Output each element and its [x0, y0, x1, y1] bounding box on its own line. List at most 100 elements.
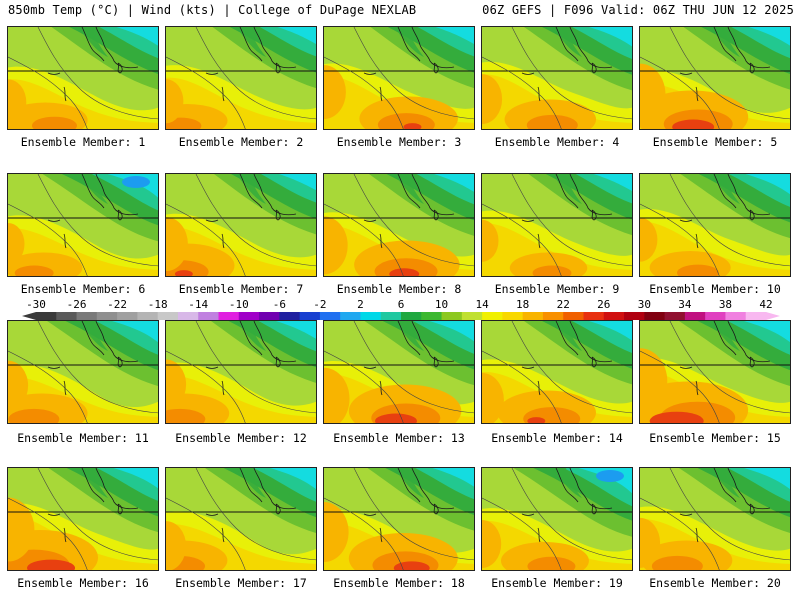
- colorbar-band: [96, 312, 118, 320]
- ensemble-member-label: Ensemble Member: 3: [336, 135, 462, 149]
- colorbar-band: [56, 312, 78, 320]
- ensemble-member-label: Ensemble Member: 7: [178, 282, 304, 296]
- colorbar-tick-label: 6: [398, 298, 405, 311]
- ensemble-map-panel: [323, 26, 475, 130]
- ensemble-map-panel: [7, 173, 159, 277]
- ensemble-map-panel: [639, 467, 791, 571]
- isotherm-contour: [37, 321, 158, 414]
- west-warm-area: [482, 219, 499, 262]
- cool-band-cyan: [277, 27, 316, 44]
- isotherm-contour: [669, 321, 790, 414]
- ensemble-map-panel: [481, 320, 633, 424]
- west-warm-area: [324, 216, 348, 275]
- isotherm-contour: [195, 27, 316, 120]
- coastline: [239, 174, 263, 209]
- temperature-field-map: [324, 321, 474, 423]
- lake-outline: [749, 356, 755, 368]
- colorbar-tick-label: 14: [475, 298, 489, 311]
- colorbar-tick-label: -14: [188, 298, 208, 311]
- ensemble-member-label: Ensemble Member: 14: [491, 431, 623, 445]
- colorbar-band: [360, 312, 382, 320]
- ensemble-map-panel: [7, 467, 159, 571]
- cool-band-cyan: [593, 174, 632, 191]
- isotherm-contour: [669, 27, 790, 120]
- ensemble-member-label: Ensemble Member: 2: [178, 135, 304, 149]
- colorbar-band: [36, 312, 57, 320]
- colorbar-tick-label: 42: [759, 298, 772, 311]
- colorbar-band: [745, 312, 767, 320]
- west-warm-area: [166, 359, 187, 410]
- temperature-field-map: [324, 27, 474, 129]
- ensemble-member-label: Ensemble Member: 11: [17, 431, 149, 445]
- lake-outline: [117, 209, 123, 221]
- colorbar-min-arrow: [22, 312, 36, 320]
- colorbar-band: [644, 312, 666, 320]
- isotherm-contour: [353, 27, 474, 120]
- cool-band-cyan: [270, 468, 316, 490]
- west-warm-area: [640, 63, 666, 126]
- chart-title: 850mb Temp (°C) | Wind (kts) | College o…: [8, 3, 417, 17]
- cool-band-cyan: [113, 468, 158, 489]
- isotherm-contour: [511, 174, 632, 267]
- isotherm-contour-west: [640, 497, 720, 570]
- cool-band-cyan: [116, 27, 158, 46]
- colorbar-band: [522, 312, 544, 320]
- temperature-field-map: [166, 174, 316, 276]
- cool-band-cyan: [744, 321, 790, 343]
- west-warm-area: [324, 65, 346, 120]
- isotherm-contour: [669, 468, 790, 561]
- temperature-field-map: [482, 27, 632, 129]
- isotherm-contour: [669, 174, 790, 267]
- colorbar-tick-label: 34: [678, 298, 692, 311]
- ensemble-map-panel: [323, 320, 475, 424]
- hot-area-red: [374, 413, 417, 423]
- ensemble-member-label: Ensemble Member: 5: [652, 135, 778, 149]
- lake-outline: [433, 62, 439, 74]
- coastline-inner: [727, 321, 771, 363]
- colorbar-band: [542, 312, 564, 320]
- west-warm-area: [482, 74, 503, 125]
- hot-area-red: [389, 268, 420, 276]
- ensemble-map-panel: [481, 26, 633, 130]
- hot-area-dark-orange: [374, 258, 438, 276]
- coastline-inner: [95, 174, 139, 216]
- model-run-info: 06Z GEFS | F096 Valid: 06Z THU JUN 12 20…: [482, 3, 794, 17]
- coastline-inner: [727, 27, 771, 69]
- coastline-inner: [569, 321, 613, 363]
- west-warm-area: [8, 79, 27, 126]
- coastline-inner: [411, 468, 455, 510]
- hot-area-dark-orange: [8, 408, 60, 423]
- ensemble-member-label: Ensemble Member: 13: [333, 431, 465, 445]
- cool-band-cyan: [432, 468, 474, 487]
- isotherm-contour-west: [166, 203, 246, 276]
- ensemble-map-panel: [165, 26, 317, 130]
- cold-core-blue: [596, 470, 624, 482]
- coastline: [555, 174, 579, 209]
- isotherm-contour: [195, 174, 316, 267]
- west-warm-area: [8, 360, 29, 411]
- colorbar-tick-label: 10: [435, 298, 448, 311]
- isotherm-contour: [37, 174, 158, 267]
- west-warm-area: [640, 517, 661, 568]
- colorbar-band: [401, 312, 422, 320]
- coastline-inner: [411, 174, 455, 216]
- colorbar-tick-label: -26: [67, 298, 87, 311]
- isotherm-contour: [37, 468, 158, 561]
- colorbar-band: [238, 312, 260, 320]
- coastline: [713, 174, 737, 209]
- temperature-field-map: [8, 174, 158, 276]
- isotherm-contour-west: [324, 497, 404, 570]
- lake-outline: [591, 503, 597, 515]
- ensemble-map-panel: [7, 320, 159, 424]
- hot-area-dark-orange: [527, 556, 576, 570]
- temperature-field-map: [324, 468, 474, 570]
- lake-outline: [433, 209, 439, 221]
- temperature-field-map: [166, 27, 316, 129]
- colorbar-tick-label: 22: [557, 298, 570, 311]
- coastline: [397, 174, 421, 209]
- colorbar-band: [624, 312, 645, 320]
- isotherm-contour-west: [8, 203, 88, 276]
- lake-outline: [275, 209, 281, 221]
- lake-outline: [591, 209, 597, 221]
- cold-core-blue: [122, 176, 150, 188]
